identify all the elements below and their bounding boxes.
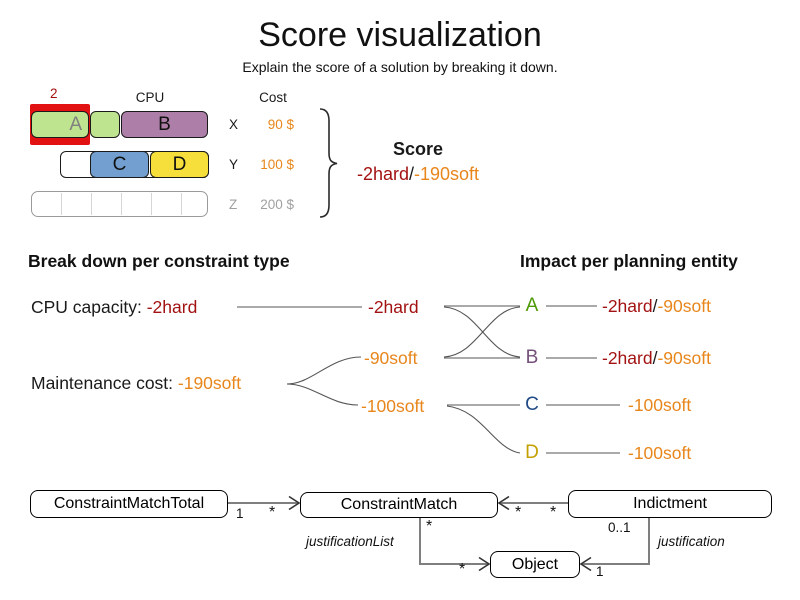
constraint-cpu-label: CPU capacity: <box>31 297 147 317</box>
multiplicity-cm-star: * <box>269 504 276 521</box>
process-block-a: A <box>31 111 89 138</box>
arrowhead-into-cm-right <box>497 495 510 511</box>
entity-c-value: -100soft <box>628 395 692 415</box>
entity-b-hard: -2hard <box>602 348 653 368</box>
entity-d-letter: D <box>525 442 539 463</box>
constraint-maintenance-value: -190soft <box>177 373 242 393</box>
constraint-maintenance-cost: Maintenance cost: -190soft <box>31 373 241 393</box>
score-heading: Score <box>392 139 444 159</box>
constraint-maintenance-label: Maintenance cost: <box>31 373 178 393</box>
grid-line <box>151 193 152 215</box>
constraint-cpu-capacity: CPU capacity: -2hard <box>31 297 197 317</box>
entity-c-letter: C <box>525 394 539 415</box>
machine-x-label: X <box>229 117 239 132</box>
multiplicity-obj-star: * <box>459 561 466 578</box>
machine-y-label: Y <box>229 157 239 172</box>
multiplicity-cm-obj-star: * <box>426 518 433 535</box>
entity-d-value: -100soft <box>628 443 692 463</box>
overload-count-label: 2 <box>50 86 58 101</box>
breakdown-heading: Break down per constraint type <box>28 251 290 271</box>
process-block-c: C <box>90 151 149 178</box>
machine-z-cost: 200 $ <box>260 197 294 212</box>
entity-a-letter: A <box>525 295 539 316</box>
entity-b-value: -2hard/-90soft <box>602 348 711 368</box>
score-hard-part: -2hard <box>356 164 409 184</box>
match-total-90soft: -90soft <box>364 348 418 368</box>
score-brace <box>319 108 338 218</box>
page-subtitle: Explain the score of a solution by break… <box>242 59 558 75</box>
cpu-column-header: CPU <box>135 90 165 105</box>
multiplicity-obj-one: 1 <box>596 564 604 579</box>
entity-b-letter: B <box>525 347 539 368</box>
line-2hard-to-b <box>443 306 521 358</box>
arrowhead-into-object-right <box>579 556 592 572</box>
multiplicity-cmt-one: 1 <box>236 506 244 521</box>
line-maint-to-100soft <box>286 383 359 406</box>
machine-z-label: Z <box>229 197 238 212</box>
uml-class-object: Object <box>490 551 580 578</box>
role-justification: justification <box>658 534 725 549</box>
arrowhead-into-object-left <box>478 556 491 572</box>
cost-column-header: Cost <box>259 90 287 105</box>
score-separator: / <box>408 164 414 184</box>
entity-a-soft: -90soft <box>657 296 711 316</box>
multiplicity-ind-cm-star-far: * <box>550 504 557 521</box>
arrowhead-into-cm-left <box>288 495 301 511</box>
process-block-d: D <box>150 151 209 178</box>
entity-b-sep: / <box>652 348 658 368</box>
grid-line <box>91 193 92 215</box>
uml-class-constraint-match: ConstraintMatch <box>300 492 498 518</box>
uml-class-indictment: Indictment <box>568 490 772 518</box>
uml-class-constraint-match-total: ConstraintMatchTotal <box>30 490 228 518</box>
constraint-cpu-value: -2hard <box>146 297 198 317</box>
impact-heading: Impact per planning entity <box>520 251 738 271</box>
entity-a-hard: -2hard <box>602 296 653 316</box>
grid-line <box>61 193 62 215</box>
match-total-100soft: -100soft <box>361 396 425 416</box>
entity-a-value: -2hard/-90soft <box>602 296 711 316</box>
machine-y-cost: 100 $ <box>260 157 294 172</box>
line-90soft-to-a <box>443 306 521 358</box>
multiplicity-ind-zero-one: 0..1 <box>608 520 631 535</box>
entity-a-sep: / <box>652 296 658 316</box>
process-block-b: B <box>121 111 208 138</box>
grid-line <box>181 193 182 215</box>
page-title: Score visualization <box>258 16 542 54</box>
role-justification-list: justificationList <box>306 534 394 549</box>
machine-x-cost: 90 $ <box>267 117 294 132</box>
line-maint-to-90soft <box>286 356 362 385</box>
line-100soft-to-d <box>446 405 521 454</box>
machine-z-capacity-bar <box>31 191 208 217</box>
grid-line <box>121 193 122 215</box>
entity-b-soft: -90soft <box>657 348 711 368</box>
multiplicity-ind-cm-star-near: * <box>515 504 522 521</box>
score-soft-part: -190soft <box>414 164 480 184</box>
score-value: -2hard/-190soft <box>340 164 496 185</box>
match-total-2hard: -2hard <box>368 297 419 317</box>
process-block-a-overflow <box>90 111 120 138</box>
